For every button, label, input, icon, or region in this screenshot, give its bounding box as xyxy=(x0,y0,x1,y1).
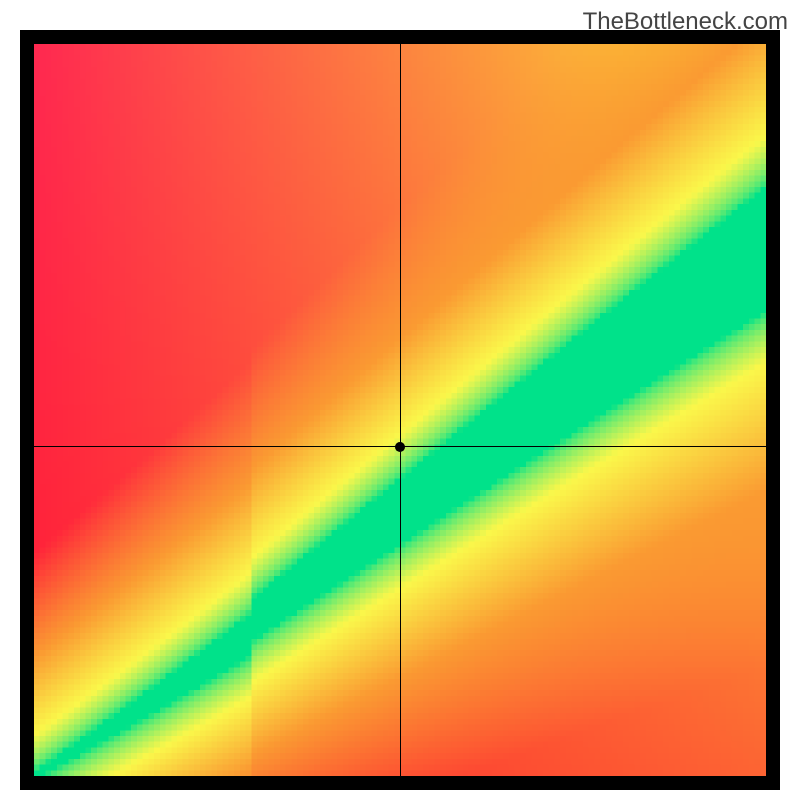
watermark-text: TheBottleneck.com xyxy=(583,8,788,36)
crosshair-marker xyxy=(394,441,406,453)
chart-container: TheBottleneck.com xyxy=(0,0,800,800)
heatmap-plot xyxy=(20,30,780,790)
crosshair-vertical xyxy=(400,44,401,776)
